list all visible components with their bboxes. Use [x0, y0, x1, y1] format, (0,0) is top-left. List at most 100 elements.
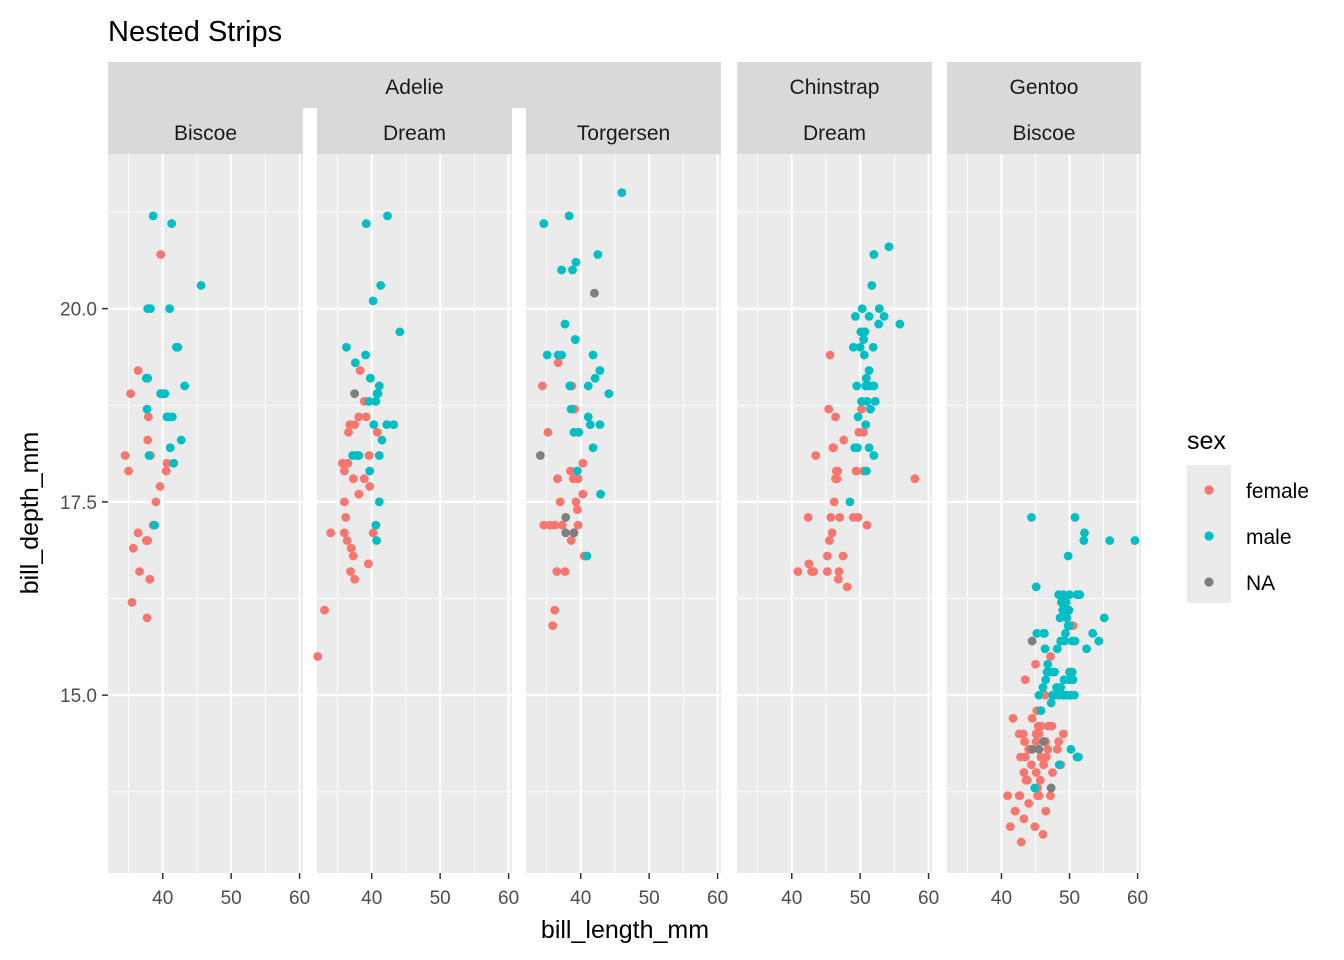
data-point-female — [127, 598, 137, 607]
data-point-female — [359, 474, 369, 484]
data-point-male — [853, 443, 862, 453]
data-point-female — [578, 489, 588, 499]
data-point-female — [126, 389, 135, 399]
y-axis: 15.0 17.5 20.0 — [60, 300, 108, 707]
data-point-female — [1041, 806, 1051, 816]
data-point-male — [853, 412, 863, 422]
strip-island-label: Biscoe — [174, 122, 237, 145]
data-point-male — [371, 396, 381, 406]
data-point-male — [361, 219, 371, 228]
data-point-female — [1038, 829, 1048, 839]
y-axis-label: bill_depth_mm — [16, 432, 44, 595]
panel-2: Torgersen 40 50 60 — [526, 108, 728, 909]
data-point-male — [1070, 636, 1080, 646]
data-point-female — [346, 543, 356, 553]
strip-island-label: Dream — [383, 122, 446, 145]
data-point-female — [1019, 768, 1029, 777]
data-point-female — [346, 567, 355, 576]
data-point-male — [850, 311, 860, 321]
data-point-female — [341, 512, 351, 522]
data-point-male — [141, 373, 151, 383]
data-point-female — [142, 613, 152, 623]
data-point-female — [1040, 690, 1050, 700]
data-point-male — [376, 281, 386, 290]
data-point-male — [869, 381, 879, 391]
data-point-male — [1038, 683, 1048, 692]
data-point-male — [1063, 551, 1073, 561]
data-point-female — [1052, 744, 1062, 754]
panel-0: Biscoe 40 50 60 — [108, 108, 310, 909]
data-point-NA — [569, 528, 579, 538]
panel-background — [947, 154, 1141, 873]
data-point-female — [553, 474, 562, 484]
data-point-male — [354, 451, 364, 460]
data-point-NA — [590, 288, 599, 298]
data-point-female — [824, 536, 834, 545]
data-point-male — [369, 420, 379, 429]
data-point-male — [866, 404, 875, 414]
data-point-male — [542, 350, 552, 360]
data-point-male — [383, 211, 392, 221]
data-point-male — [196, 281, 206, 290]
data-point-female — [155, 482, 165, 491]
data-point-male — [1040, 644, 1050, 654]
data-point-NA — [1034, 744, 1044, 754]
data-point-female — [832, 474, 842, 484]
data-point-male — [557, 350, 566, 360]
data-point-male — [1036, 706, 1046, 716]
data-point-male — [1130, 536, 1140, 545]
data-point-female — [1020, 752, 1030, 762]
data-point-female — [350, 574, 360, 584]
data-point-male — [565, 381, 575, 391]
data-point-male — [861, 373, 871, 383]
strip-species-label: Chinstrap — [790, 76, 880, 99]
data-point-male — [377, 435, 387, 445]
data-point-female — [566, 466, 575, 476]
data-point-male — [160, 389, 170, 399]
strip-island — [108, 108, 303, 154]
legend-key-female — [1204, 485, 1214, 495]
data-point-male — [590, 373, 600, 383]
data-point-female — [793, 567, 803, 576]
data-point-female — [339, 497, 349, 507]
data-point-female — [543, 427, 553, 437]
data-point-female — [120, 451, 130, 460]
data-point-female — [835, 512, 845, 522]
x-tick-label: 40 — [781, 888, 802, 909]
data-point-male — [167, 412, 177, 422]
data-point-female — [539, 520, 549, 530]
data-point-female — [313, 652, 323, 661]
y-tick-label: 15.0 — [60, 686, 97, 707]
data-point-NA — [1046, 783, 1056, 793]
data-point-male — [874, 319, 884, 329]
data-point-NA — [535, 451, 545, 460]
x-tick-label: 40 — [152, 888, 173, 909]
data-point-male — [1094, 636, 1104, 646]
data-point-male — [368, 296, 378, 306]
data-point-female — [857, 404, 866, 414]
data-point-male — [617, 188, 627, 198]
x-tick-label: 60 — [498, 888, 519, 909]
data-point-female — [151, 497, 161, 507]
data-point-male — [1075, 590, 1085, 600]
x-tick-label: 60 — [918, 888, 939, 909]
data-point-male — [1030, 783, 1040, 793]
data-point-male — [604, 389, 614, 399]
data-point-male — [859, 350, 869, 360]
data-point-female — [363, 559, 373, 569]
data-point-female — [910, 474, 920, 484]
data-point-female — [1036, 721, 1046, 731]
legend: sex female male NA — [1187, 427, 1309, 603]
data-point-female — [1022, 775, 1032, 785]
x-tick-label: 50 — [430, 888, 451, 909]
data-point-male — [144, 451, 154, 460]
data-point-female — [1005, 822, 1015, 832]
data-point-female — [1047, 721, 1057, 731]
data-point-male — [342, 342, 351, 352]
data-point-female — [1043, 744, 1053, 754]
data-point-female — [1003, 791, 1012, 801]
data-point-female — [344, 427, 353, 437]
data-point-male — [884, 242, 894, 252]
data-point-male — [595, 366, 605, 375]
